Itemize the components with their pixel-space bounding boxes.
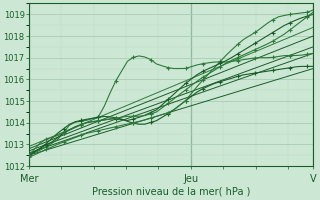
X-axis label: Pression niveau de la mer( hPa ): Pression niveau de la mer( hPa ): [92, 187, 250, 197]
